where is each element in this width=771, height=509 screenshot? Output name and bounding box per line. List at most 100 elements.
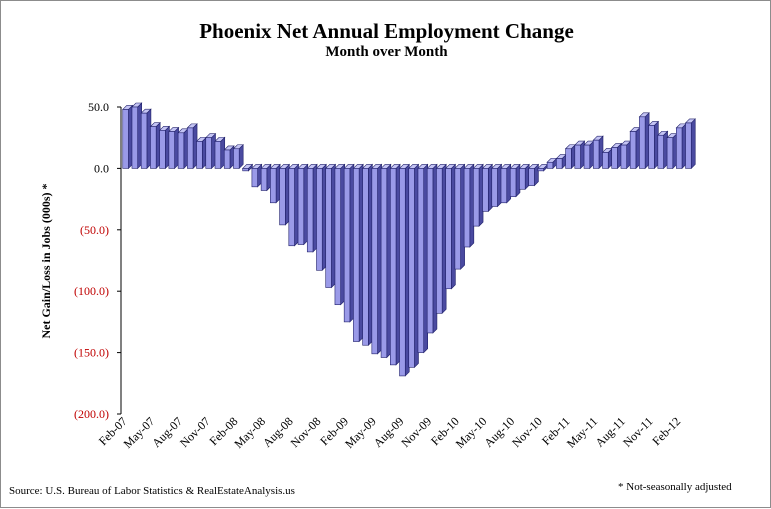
- bar-front: [463, 168, 471, 248]
- bar-front: [325, 168, 332, 288]
- bar-front: [491, 168, 498, 207]
- bar: [417, 163, 429, 354]
- bar: [214, 136, 226, 170]
- bar-front: [297, 168, 305, 245]
- bar: [195, 136, 208, 170]
- bar-front: [426, 168, 434, 334]
- bar-front: [685, 122, 692, 169]
- bar: [444, 163, 457, 290]
- bar-front: [556, 158, 563, 169]
- bar-front: [168, 131, 175, 169]
- bar-front: [574, 144, 581, 169]
- bar: [666, 132, 678, 170]
- bar: [315, 163, 327, 272]
- bar: [361, 163, 374, 346]
- bar: [500, 163, 512, 204]
- bar: [610, 142, 623, 170]
- bar-front: [592, 139, 600, 169]
- y-tick-label: (200.0): [74, 407, 109, 421]
- y-axis-label: Net Gain/Loss in Jobs (000s) *: [39, 183, 53, 339]
- bar-front: [362, 168, 369, 346]
- bar-front: [519, 168, 526, 190]
- bar-front: [546, 161, 554, 169]
- x-tick-label: May-10: [453, 414, 490, 451]
- x-tick-label: Nov-10: [509, 414, 545, 450]
- x-tick-label: Aug-08: [260, 414, 296, 450]
- bar-front: [334, 168, 341, 306]
- bar: [426, 163, 438, 334]
- bar: [454, 163, 466, 270]
- x-tick-label: May-09: [342, 414, 379, 451]
- bar-front: [473, 168, 480, 227]
- bar: [380, 163, 392, 359]
- bar-front: [159, 130, 166, 169]
- bar: [278, 163, 291, 226]
- bar: [527, 163, 540, 187]
- bar-front: [122, 109, 129, 169]
- bar: [371, 163, 383, 355]
- bar-front: [187, 127, 194, 169]
- bar: [297, 163, 309, 246]
- bar-front: [537, 168, 544, 172]
- bar-front: [260, 168, 268, 191]
- bar: [186, 123, 198, 170]
- bar: [223, 145, 235, 170]
- x-tick-label: May-07: [121, 414, 158, 451]
- bar: [122, 104, 134, 170]
- bar-side: [690, 118, 696, 170]
- bar: [149, 121, 161, 170]
- bar: [177, 128, 189, 170]
- bar: [288, 163, 300, 247]
- chart-subtitle: Month over Month: [325, 44, 448, 60]
- x-tick-label: Feb-12: [649, 414, 683, 448]
- bar: [518, 163, 530, 191]
- bar-front: [629, 131, 637, 169]
- bar-front: [140, 112, 148, 169]
- bar-front: [454, 168, 461, 270]
- bar: [232, 144, 244, 170]
- bar: [491, 163, 503, 208]
- bar-front: [528, 168, 535, 186]
- x-tick-label: Nov-08: [288, 414, 324, 450]
- x-tick-label: Aug-11: [592, 414, 628, 450]
- bar: [481, 163, 494, 213]
- bar: [657, 130, 669, 170]
- bar-front: [602, 152, 609, 169]
- bar-front: [177, 132, 185, 169]
- x-tick-label: Aug-07: [149, 414, 185, 450]
- bar-front: [436, 168, 443, 314]
- x-tick-label: Nov-11: [620, 414, 656, 450]
- bar: [131, 102, 143, 170]
- bar-front: [583, 144, 591, 169]
- footnote: * Not-seasonally adjusted: [618, 481, 732, 493]
- bar: [684, 118, 696, 170]
- y-tick-label: (50.0): [80, 223, 109, 237]
- bar-front: [251, 168, 258, 188]
- bar: [306, 163, 318, 253]
- x-tick-label: Nov-07: [177, 414, 213, 450]
- x-tick-label: May-08: [231, 414, 268, 451]
- y-tick-label: (100.0): [74, 284, 109, 298]
- bar-front: [565, 148, 572, 169]
- bar: [140, 108, 152, 170]
- bar: [463, 163, 475, 248]
- bar: [574, 140, 586, 170]
- bar-front: [500, 168, 508, 204]
- bar: [324, 163, 337, 289]
- bar-front: [371, 168, 378, 355]
- bar: [583, 140, 595, 170]
- bar: [564, 144, 577, 170]
- bar: [629, 126, 641, 170]
- bar: [205, 132, 217, 170]
- bar-front: [353, 168, 360, 342]
- bar-front: [316, 168, 323, 271]
- x-tick-label: May-11: [564, 414, 600, 450]
- bar-front: [611, 147, 618, 169]
- y-tick-label: 0.0: [94, 161, 109, 175]
- bar: [168, 126, 180, 170]
- bar-front: [408, 168, 415, 368]
- bar: [260, 163, 272, 192]
- bar-front: [657, 134, 664, 169]
- bar: [251, 163, 263, 188]
